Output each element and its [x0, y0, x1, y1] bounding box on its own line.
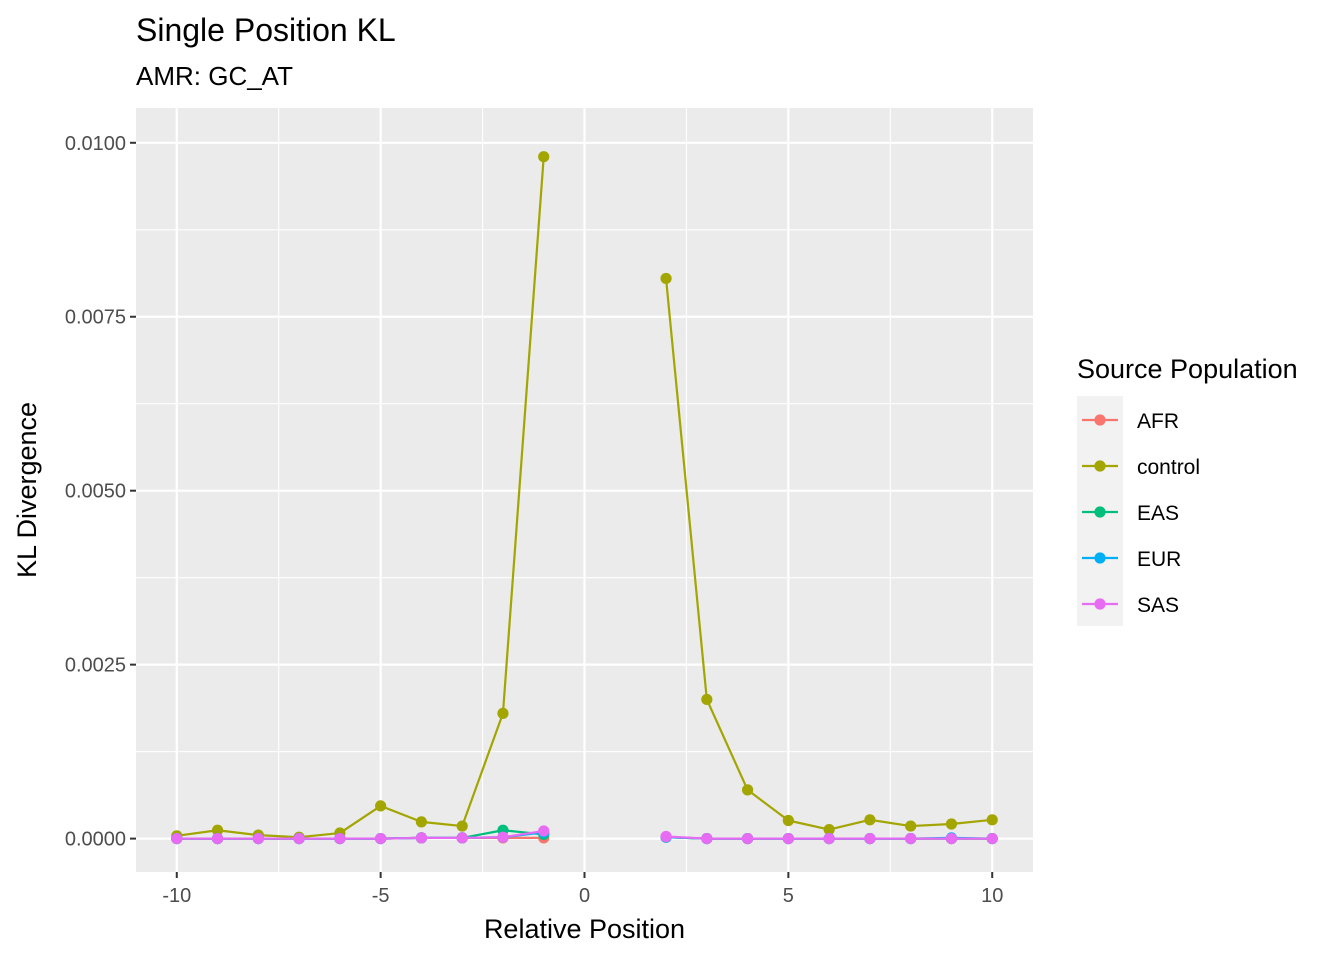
series-control-point: [538, 151, 550, 163]
y-tick-label: 0.0025: [65, 655, 126, 677]
series-control-point: [415, 816, 428, 828]
series-control-point: [905, 820, 917, 832]
series-control-line-1: [176, 156, 545, 839]
series-sas-point: [415, 832, 428, 844]
legend-label-eas: EAS: [1137, 502, 1179, 525]
series-sas-point: [701, 833, 713, 845]
series-control-point: [497, 707, 509, 719]
legend-title: Source Population: [1077, 354, 1298, 384]
y-tick-label: 0.0050: [65, 481, 126, 503]
legend-label-eur: EUR: [1137, 548, 1181, 571]
legend-key-afr: [1082, 414, 1118, 426]
x-tick-label: 5: [783, 885, 794, 907]
series-sas-point: [211, 833, 224, 845]
x-tick-label: -5: [372, 885, 390, 907]
x-tick-label: -10: [162, 885, 191, 907]
series-sas-point: [293, 833, 305, 845]
series-sas-point: [782, 833, 794, 845]
series-sas-point: [375, 833, 387, 845]
legend-key-point: [1094, 598, 1106, 610]
legend-key-point: [1094, 506, 1106, 518]
chart-subtitle: AMR: GC_AT: [136, 61, 293, 91]
x-axis: -10 -5 0 5 10: [162, 872, 1003, 907]
y-tick-label: 0.0075: [65, 307, 126, 329]
x-axis-title: Relative Position: [484, 914, 685, 944]
series-sas-point: [945, 833, 958, 845]
chart-title: Single Position KL: [136, 12, 396, 48]
y-axis: 0.0000 0.0025 0.0050 0.0075 0.0100: [65, 133, 136, 851]
series-sas-point: [986, 833, 998, 845]
series-sas-point: [823, 833, 835, 845]
legend-key-point: [1094, 552, 1106, 564]
series-sas-point: [864, 833, 876, 845]
legend-key-eur: [1082, 552, 1118, 564]
legend-key-eas: [1082, 506, 1118, 518]
legend-key-sas: [1082, 598, 1118, 610]
series-sas-line-1: [176, 829, 544, 840]
series-control-point: [375, 800, 387, 812]
grid-lines: [136, 108, 1033, 872]
series-control-point: [945, 818, 958, 830]
series-sas-point: [171, 833, 183, 845]
series-control-point: [986, 814, 998, 826]
legend-label-afr: AFR: [1137, 410, 1179, 433]
series-control-point: [782, 814, 794, 827]
series-control-point: [211, 824, 224, 836]
series-control-point: [864, 814, 876, 826]
series-control-point: [456, 820, 468, 832]
legend-label-control: control: [1137, 456, 1200, 479]
series-sas-point: [497, 831, 509, 843]
series-sas-point: [334, 833, 346, 845]
series-sas-point: [456, 832, 468, 844]
series-control-point: [701, 693, 713, 706]
series-sas-point: [741, 833, 754, 845]
y-tick-label: 0.0100: [65, 133, 126, 155]
series-control-point: [660, 272, 672, 285]
y-tick-label: 0.0000: [65, 829, 126, 851]
data-marks: [171, 151, 998, 845]
series-sas-point: [252, 833, 264, 845]
series-control-point: [823, 823, 835, 836]
legend-key-point: [1094, 414, 1106, 426]
legend-key-control: [1082, 460, 1118, 472]
legend: Source Population AFR control EAS EUR SAS: [1077, 354, 1298, 626]
series-sas-point: [905, 833, 917, 845]
legend-key-point: [1094, 460, 1106, 472]
y-axis-title: KL Divergence: [12, 402, 42, 578]
series-sas-point: [660, 830, 672, 843]
series-control-point: [741, 784, 754, 796]
x-tick-label: 10: [981, 885, 1003, 907]
x-tick-label: 0: [579, 885, 590, 907]
series-sas-point: [538, 825, 550, 837]
legend-label-sas: SAS: [1137, 594, 1179, 617]
